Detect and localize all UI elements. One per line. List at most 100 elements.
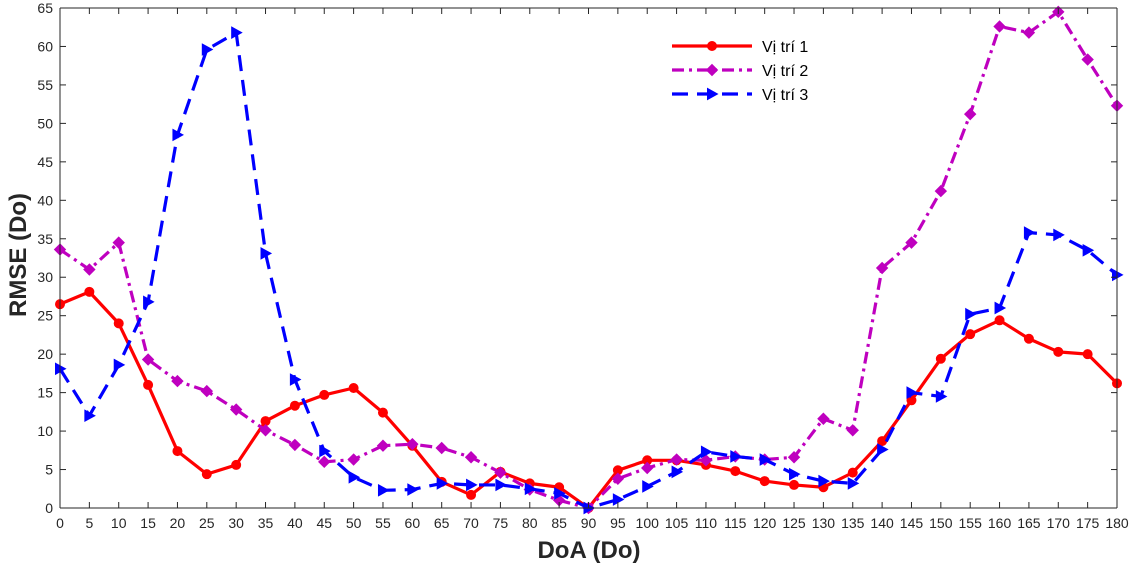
- x-tick-label: 165: [1017, 515, 1041, 531]
- x-tick-label: 10: [111, 515, 127, 531]
- y-tick-label: 35: [37, 231, 53, 247]
- series-3-point: [289, 373, 302, 386]
- legend-label-3: Vị trí 3: [762, 87, 808, 104]
- y-axis-title: RMSE (Do): [5, 193, 32, 317]
- legend-marker-2: [705, 63, 719, 77]
- x-tick-label: 40: [287, 515, 303, 531]
- series-1-point: [935, 353, 946, 364]
- series-2-point: [1022, 26, 1036, 39]
- x-tick-label: 90: [581, 515, 597, 531]
- legend-label-2: Vị trí 2: [762, 63, 808, 80]
- y-tick-label: 5: [45, 462, 53, 478]
- series-1-point: [730, 466, 741, 477]
- series-1-point: [759, 476, 770, 487]
- series-3-point: [700, 445, 713, 459]
- series-3-point: [524, 482, 537, 496]
- legend-marker-3: [707, 87, 719, 101]
- series-3-point: [495, 478, 507, 492]
- ticks-layer: 0 5 10 15 20 25 30 35 40 45 50 55 60 65 70 75 80 85 90 95 10…: [37, 0, 1128, 531]
- series-2-point: [141, 353, 155, 366]
- series-2-point: [435, 441, 448, 455]
- series-2-point: [406, 437, 419, 451]
- series-1-point: [1023, 333, 1034, 344]
- x-tick-label: 55: [375, 515, 391, 531]
- series-2-point: [611, 472, 625, 485]
- series-3-point: [818, 474, 830, 488]
- x-tick-label: 125: [782, 515, 806, 531]
- series-3-point: [407, 483, 419, 496]
- y-tick-label: 25: [37, 308, 53, 324]
- y-tick-label: 20: [37, 346, 53, 362]
- series-3-point: [201, 43, 214, 56]
- series-1-point: [172, 446, 183, 457]
- series-3-point: [1082, 243, 1095, 257]
- series-3-point: [113, 358, 126, 372]
- x-tick-label: 160: [988, 515, 1012, 531]
- x-tick-label: 175: [1076, 515, 1100, 531]
- x-tick-label: 50: [346, 515, 362, 531]
- series-2-point: [376, 439, 390, 452]
- series-1-point: [1082, 349, 1093, 360]
- series-3-point: [877, 443, 889, 456]
- series-2-point: [934, 184, 948, 198]
- series-1-point: [289, 400, 300, 411]
- series-1-point: [965, 329, 976, 340]
- series-3-point: [319, 444, 331, 458]
- series-1-point: [377, 407, 388, 418]
- series-3-point: [789, 467, 801, 481]
- x-tick-label: 85: [551, 515, 567, 531]
- series-2-point: [83, 263, 96, 276]
- y-tick-label: 45: [37, 154, 53, 170]
- series-2-point: [905, 236, 918, 249]
- x-tick-label: 80: [522, 515, 538, 531]
- x-tick-label: 20: [170, 515, 186, 531]
- series-3-point: [231, 26, 243, 39]
- series-3-point: [84, 409, 96, 423]
- legend-marker-1: [707, 41, 717, 51]
- series-3-point: [906, 386, 919, 399]
- series-3-point: [466, 478, 478, 492]
- series-3-point: [730, 450, 742, 463]
- series-3-point: [348, 470, 361, 484]
- y-tick-label: 10: [37, 423, 53, 439]
- series-3-point: [436, 477, 449, 490]
- series-2-point: [259, 424, 272, 437]
- plot-background: [60, 8, 1117, 508]
- y-tick-label: 60: [37, 38, 53, 54]
- series-2-point: [993, 20, 1006, 33]
- series-2-point: [699, 454, 713, 467]
- series-3-point: [172, 128, 184, 142]
- x-tick-label: 180: [1105, 515, 1129, 531]
- x-tick-label: 70: [463, 515, 479, 531]
- series-3-point: [965, 307, 977, 321]
- x-tick-label: 65: [434, 515, 450, 531]
- series-1-point: [143, 379, 154, 390]
- x-tick-label: 5: [85, 515, 93, 531]
- series-2-point: [171, 374, 184, 388]
- series-2-point: [229, 403, 243, 416]
- x-tick-label: 120: [753, 515, 777, 531]
- y-tick-label: 0: [45, 500, 53, 516]
- series-1-point: [319, 389, 330, 400]
- series-2-point: [787, 451, 801, 464]
- series-2-point: [347, 453, 360, 466]
- series-2-point: [494, 466, 507, 479]
- series-1-point: [231, 459, 242, 470]
- series-3-point: [994, 301, 1007, 315]
- legend: Vị trí 1 Vị trí 2 Vị trí 3: [672, 39, 808, 104]
- x-tick-label: 170: [1047, 515, 1071, 531]
- series-3-point: [554, 487, 566, 500]
- series-1-point: [789, 479, 800, 490]
- y-tick-label: 40: [37, 192, 53, 208]
- series-1-point: [201, 469, 212, 480]
- series-2-point: [963, 107, 977, 121]
- series-2-point: [1081, 53, 1094, 66]
- y-tick-label: 50: [37, 115, 53, 131]
- series-1-point: [466, 489, 477, 500]
- x-tick-label: 105: [665, 515, 689, 531]
- plot-area: [60, 8, 1117, 508]
- series-1-point: [994, 315, 1005, 326]
- x-tick-label: 15: [140, 515, 156, 531]
- x-tick-label: 0: [56, 515, 64, 531]
- series-2-point: [464, 451, 478, 464]
